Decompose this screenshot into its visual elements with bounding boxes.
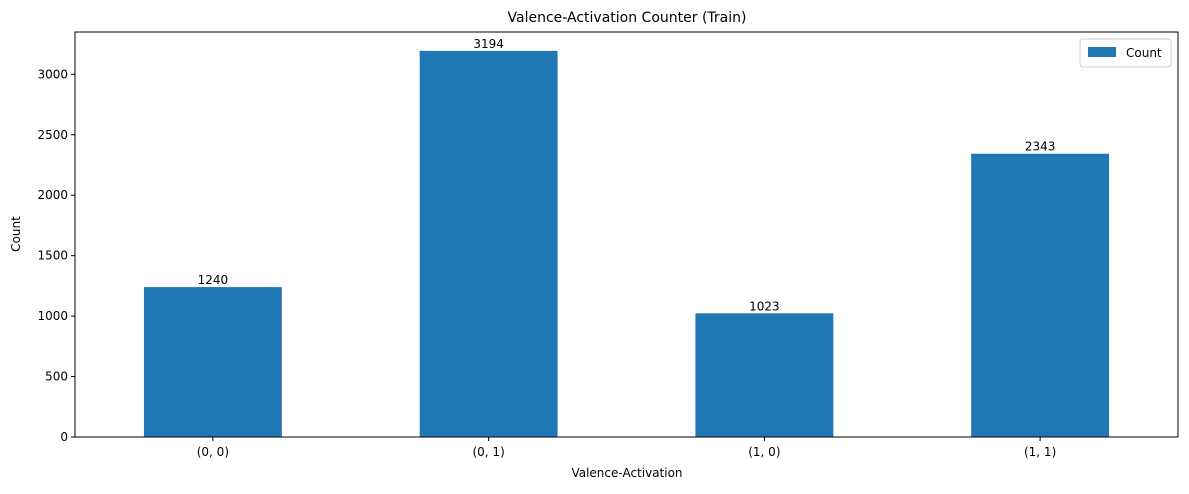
y-tick-label-5: 2500	[37, 128, 68, 142]
x-axis-label: Valence-Activation	[571, 466, 682, 480]
bar-data-label-3: 2343	[1025, 140, 1056, 154]
y-axis: 0 500 1000 1500 2000 2500 3000	[37, 67, 75, 444]
y-axis-label: Count	[9, 216, 23, 252]
legend-swatch	[1088, 47, 1116, 57]
bar-1	[419, 50, 558, 437]
y-tick-label-3: 1500	[37, 249, 68, 263]
y-tick-label-1: 500	[45, 370, 68, 384]
bar-data-label-1: 3194	[473, 37, 504, 51]
y-tick-label-0: 0	[60, 430, 68, 444]
chart-title: Valence-Activation Counter (Train)	[508, 10, 747, 26]
bar-2	[695, 313, 834, 437]
x-axis: (0, 0) (0, 1) (1, 0) (1, 1)	[197, 437, 1056, 459]
y-tick-label-2: 1000	[37, 309, 68, 323]
x-tick-label-1: (0, 1)	[472, 445, 504, 459]
x-tick-label-2: (1, 0)	[748, 445, 780, 459]
legend: Count	[1079, 38, 1172, 68]
legend-label: Count	[1126, 46, 1162, 60]
bar-data-label-0: 1240	[198, 273, 229, 287]
plot-frame	[74, 31, 1179, 438]
bar-3	[971, 153, 1110, 437]
x-tick-label-3: (1, 1)	[1024, 445, 1056, 459]
y-tick-label-4: 2000	[37, 188, 68, 202]
bar-labels-group: 1240 3194 1023 2343	[198, 37, 1056, 313]
legend-box	[1079, 38, 1172, 68]
x-tick-label-0: (0, 0)	[197, 445, 229, 459]
bar-data-label-2: 1023	[749, 299, 780, 313]
y-tick-label-6: 3000	[37, 67, 68, 81]
bars-group	[143, 50, 1110, 437]
bar-0	[143, 287, 282, 437]
